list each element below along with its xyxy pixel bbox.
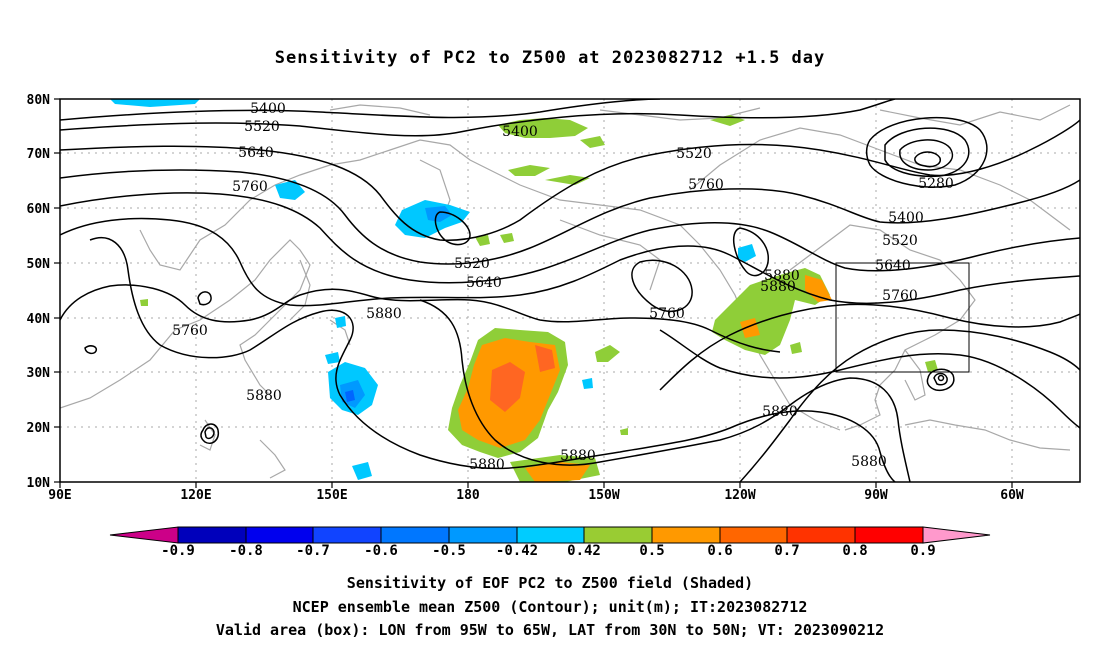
map-frame xyxy=(59,98,1081,483)
colorbar-cell xyxy=(245,526,314,544)
colorbar-label: -0.9 xyxy=(161,543,195,559)
contour-label: 5760 xyxy=(649,306,685,322)
contour-label: 5520 xyxy=(454,256,490,272)
contour-label: 5640 xyxy=(238,145,274,161)
lon-label: 180 xyxy=(456,488,480,503)
colorbar-cell xyxy=(516,526,585,544)
lon-label: 120W xyxy=(724,488,755,503)
contour-label: 5280 xyxy=(918,176,954,192)
contour-label: 5880 xyxy=(246,388,282,404)
contour-label: 5400 xyxy=(250,101,286,117)
contour-label: 5760 xyxy=(882,288,918,304)
contour-labels: 5400 5520 5640 5760 5400 5520 5760 5280 … xyxy=(172,101,954,473)
contour-label: 5400 xyxy=(888,210,924,226)
colorbar-label: 0.42 xyxy=(567,543,601,559)
contour-label: 5880 xyxy=(764,268,800,284)
colorbar-label: 0.7 xyxy=(774,543,800,559)
longitude-labels: 90E 120E 150E 180 150W 120W 90W 60W xyxy=(48,488,1024,503)
colorbar-label: 0.5 xyxy=(639,543,665,559)
colorbar-cell xyxy=(448,526,518,544)
contour-label: 5880 xyxy=(851,454,887,470)
colorbar-cell xyxy=(109,526,179,544)
lat-label: 60N xyxy=(27,202,51,217)
contour-label: 5880 xyxy=(469,457,505,473)
contour-label: 5520 xyxy=(882,233,918,249)
lat-label: 40N xyxy=(27,312,51,327)
colorbar-cell xyxy=(651,526,721,544)
caption-contour: NCEP ensemble mean Z500 (Contour); unit(… xyxy=(292,598,808,616)
lat-label: 10N xyxy=(27,476,51,491)
lat-label: 80N xyxy=(27,93,51,108)
colorbar xyxy=(109,526,991,544)
lat-label: 70N xyxy=(27,147,51,162)
lat-label: 30N xyxy=(27,366,51,381)
map-frame-background xyxy=(60,99,1080,482)
negative-sensitivity-shading xyxy=(110,99,756,480)
caption-shaded: Sensitivity of EOF PC2 to Z500 field (Sh… xyxy=(346,574,754,592)
colorbar-label: 0.9 xyxy=(910,543,936,559)
colorbar-label: -0.42 xyxy=(495,543,539,559)
colorbar-cell xyxy=(380,526,450,544)
contour-label: 5760 xyxy=(688,177,724,193)
lat-label: 50N xyxy=(27,257,51,272)
contour-label: 5880 xyxy=(366,306,402,322)
colorbar-label: -0.7 xyxy=(296,543,330,559)
colorbar-cell xyxy=(922,526,991,544)
contour-label: 5520 xyxy=(244,119,280,135)
lon-label: 90E xyxy=(48,488,71,503)
colorbar-cell xyxy=(312,526,382,544)
lon-label: 90W xyxy=(864,488,888,503)
contour-label: 5880 xyxy=(762,404,798,420)
colorbar-cell xyxy=(177,526,247,544)
colorbar-cell xyxy=(719,526,788,544)
z500-contours xyxy=(60,99,1080,482)
lon-label: 60W xyxy=(1000,488,1024,503)
colorbar-label: -0.8 xyxy=(229,543,263,559)
lon-label: 150E xyxy=(316,488,347,503)
colorbar-cell xyxy=(854,526,924,544)
contour-label: 5760 xyxy=(232,179,268,195)
contour-label: 5880 xyxy=(760,279,796,295)
axis-ticks xyxy=(54,98,1013,488)
contour-label: 5640 xyxy=(875,258,911,274)
latitude-labels: 80N 70N 60N 50N 40N 30N 20N 10N xyxy=(27,93,51,491)
colorbar-label: 0.6 xyxy=(707,543,733,559)
colorbar-label: 0.8 xyxy=(842,543,868,559)
contour-label: 5400 xyxy=(502,124,538,140)
contour-label: 5520 xyxy=(676,146,712,162)
contour-label: 5880 xyxy=(560,448,596,464)
contour-label: 5640 xyxy=(466,275,502,291)
valid-area-box xyxy=(835,262,970,373)
colorbar-cell xyxy=(583,526,653,544)
gridlines xyxy=(60,99,1080,482)
lat-label: 20N xyxy=(27,421,51,436)
colorbar-cell xyxy=(786,526,856,544)
colorbar-label: -0.6 xyxy=(364,543,398,559)
contour-label: 5760 xyxy=(172,323,208,339)
map-title: Sensitivity of PC2 to Z500 at 2023082712… xyxy=(274,48,826,68)
colorbar-label: -0.5 xyxy=(432,543,466,559)
lon-label: 120E xyxy=(180,488,211,503)
caption-valid-area: Valid area (box): LON from 95W to 65W, L… xyxy=(215,621,885,639)
positive-sensitivity-shading xyxy=(140,115,938,482)
lon-label: 150W xyxy=(588,488,619,503)
